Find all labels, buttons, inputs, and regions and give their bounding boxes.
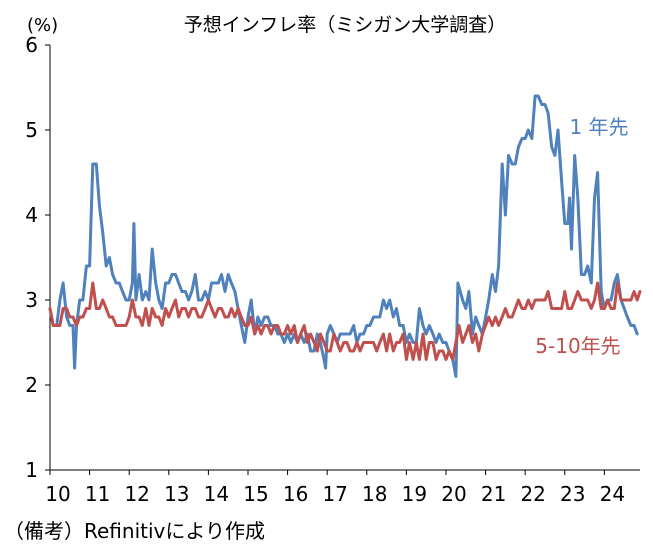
x-tick-label: 11 xyxy=(85,482,110,506)
y-tick-label: 4 xyxy=(25,203,38,227)
x-tick-label: 23 xyxy=(560,482,585,506)
x-tick-label: 18 xyxy=(362,482,387,506)
series-label-five-to-ten-year: 5-10年先 xyxy=(535,334,620,358)
series-labels: 1 年先 5-10年先 xyxy=(535,115,628,358)
x-tick-label: 12 xyxy=(124,482,149,506)
series-line-five-to-ten-year xyxy=(48,281,642,361)
y-tick-label: 3 xyxy=(25,288,38,312)
x-tick-label: 21 xyxy=(481,482,506,506)
x-tick-label: 16 xyxy=(283,482,308,506)
series-lines xyxy=(48,94,642,378)
series-line-one-year xyxy=(48,94,639,378)
y-axis-ticks: 1 2 3 4 5 6 xyxy=(25,33,50,482)
axes xyxy=(49,45,640,471)
y-tick-label: 6 xyxy=(25,33,38,57)
y-tick-label: 5 xyxy=(25,118,38,142)
x-tick-label: 14 xyxy=(204,482,229,506)
x-tick-label: 13 xyxy=(164,482,189,506)
x-axis-ticks: 10 11 12 13 14 15 16 17 18 19 20 21 22 23 24 xyxy=(45,470,625,506)
x-tick-label: 17 xyxy=(322,482,347,506)
y-axis-unit-label: (%) xyxy=(27,15,58,36)
x-tick-label: 24 xyxy=(600,482,625,506)
x-tick-label: 15 xyxy=(243,482,268,506)
x-tick-label: 20 xyxy=(441,482,466,506)
source-note: （備考）Refinitivにより作成 xyxy=(4,519,265,543)
x-tick-label: 10 xyxy=(45,482,70,506)
y-tick-label: 2 xyxy=(25,373,38,397)
x-tick-label: 22 xyxy=(520,482,545,506)
y-tick-label: 1 xyxy=(25,458,38,482)
series-label-one-year: 1 年先 xyxy=(569,115,628,139)
chart-title: 予想インフレ率（ミシガン大学調査） xyxy=(184,14,506,36)
x-tick-label: 19 xyxy=(402,482,427,506)
